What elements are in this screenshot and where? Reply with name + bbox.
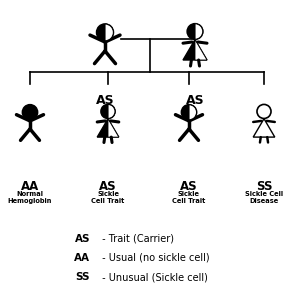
Text: AS: AS — [186, 94, 204, 107]
Wedge shape — [189, 105, 196, 120]
Polygon shape — [97, 119, 119, 137]
Text: Sickle
Cell Trait: Sickle Cell Trait — [92, 190, 124, 204]
Text: - Trait (Carrier): - Trait (Carrier) — [99, 233, 174, 244]
Text: - Usual (no sickle cell): - Usual (no sickle cell) — [99, 253, 210, 263]
Text: Sickle
Cell Trait: Sickle Cell Trait — [172, 190, 206, 204]
Text: Normal
Hemoglobin: Normal Hemoglobin — [8, 190, 52, 204]
Wedge shape — [108, 104, 115, 118]
Text: AS: AS — [96, 94, 114, 107]
Text: AS: AS — [99, 180, 117, 193]
Wedge shape — [105, 24, 113, 41]
Polygon shape — [108, 119, 119, 137]
Text: AA: AA — [21, 180, 39, 193]
Circle shape — [101, 104, 115, 118]
Text: SS: SS — [76, 272, 90, 283]
Circle shape — [182, 105, 196, 120]
Polygon shape — [253, 119, 275, 137]
Circle shape — [22, 105, 38, 120]
Text: SS: SS — [256, 180, 272, 193]
Circle shape — [187, 24, 203, 39]
Text: AA: AA — [74, 253, 90, 263]
Text: AS: AS — [180, 180, 198, 193]
Text: Sickle Cell
Disease: Sickle Cell Disease — [245, 190, 283, 204]
Wedge shape — [195, 24, 203, 39]
Polygon shape — [183, 40, 207, 60]
Circle shape — [97, 24, 113, 41]
Text: - Unusual (Sickle cell): - Unusual (Sickle cell) — [99, 272, 208, 283]
Circle shape — [257, 104, 271, 118]
Polygon shape — [195, 40, 207, 60]
Text: AS: AS — [74, 233, 90, 244]
